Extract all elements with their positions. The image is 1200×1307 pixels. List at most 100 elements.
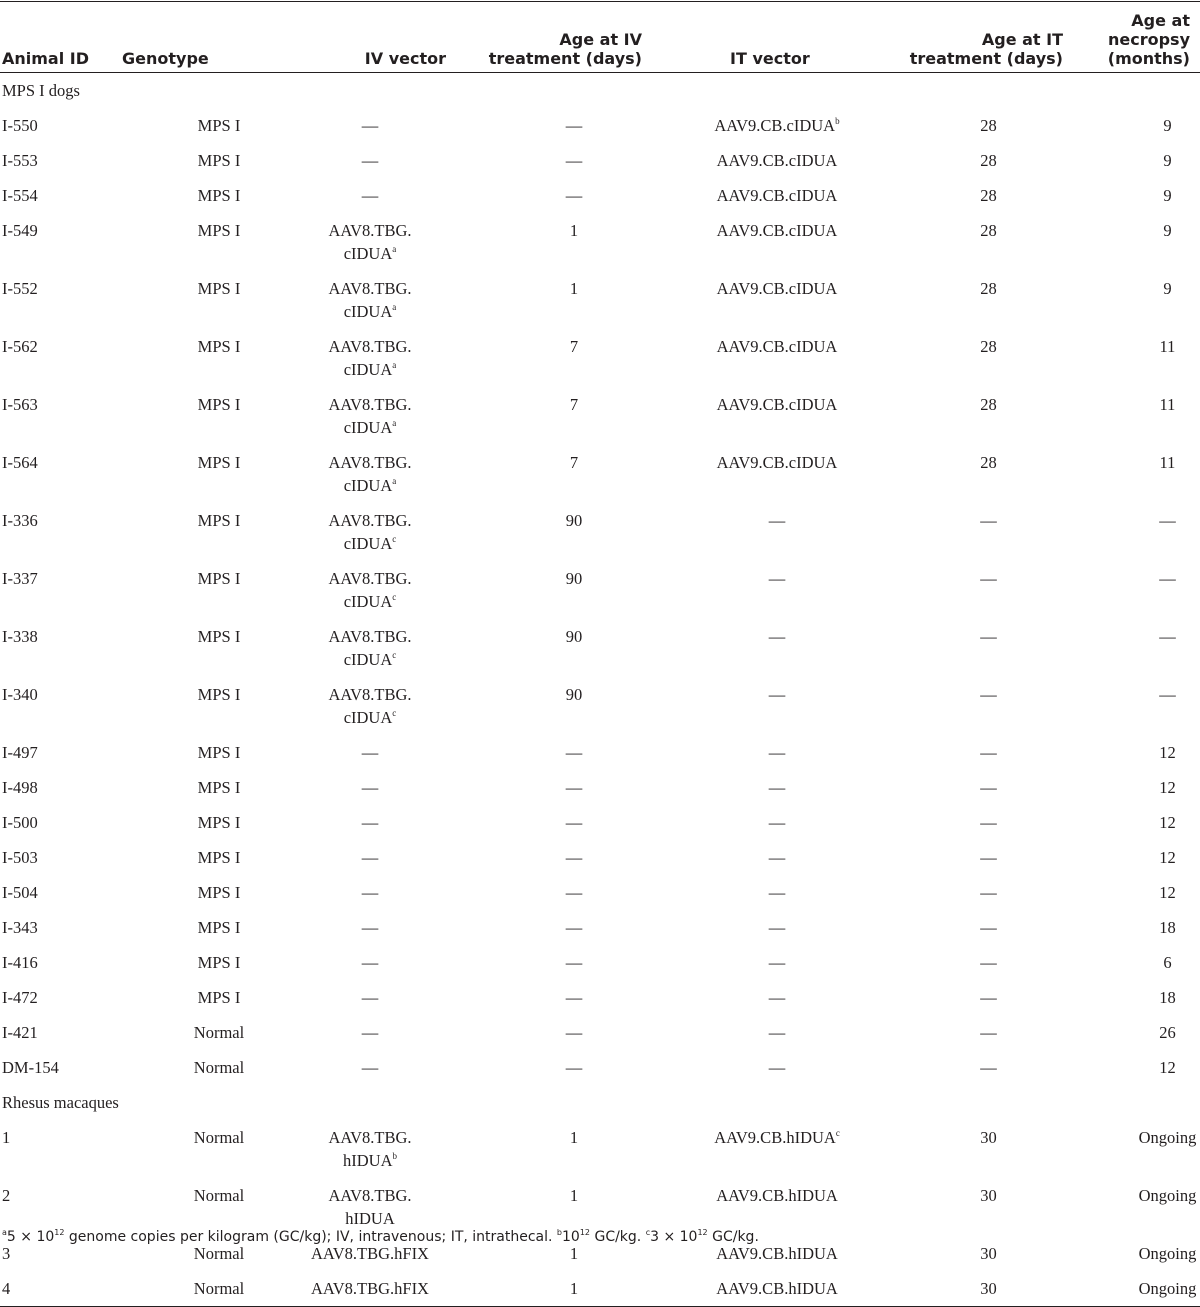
cell-age-at-iv: — — [565, 743, 583, 762]
cell-age-at-iv: — — [565, 918, 583, 937]
cell-animal-id: I-563 — [2, 395, 38, 414]
section-title: Rhesus macaques — [2, 1093, 119, 1112]
cell-genotype: MPS I — [197, 337, 241, 356]
cell-it-vector: AAV9.CB.cIDUA — [716, 151, 838, 170]
table-row: I-550 MPS I — — AAV9.CB.cIDUAb 28 9 — [0, 108, 1200, 143]
cell-animal-id: I-500 — [2, 813, 38, 832]
cell-age-at-iv: — — [565, 186, 583, 205]
cell-animal-id: I-416 — [2, 953, 38, 972]
table-row: I-340 MPS I AAV8.TBG. cIDUAc 90 — — — — [0, 677, 1200, 735]
cell-animal-id: I-553 — [2, 151, 38, 170]
cell-animal-id: I-498 — [2, 778, 38, 797]
cell-age-at-it: 28 — [980, 279, 997, 298]
cell-age-at-necropsy: 11 — [1159, 395, 1176, 414]
table-row: I-336 MPS I AAV8.TBG. cIDUAc 90 — — — — [0, 503, 1200, 561]
cell-genotype: MPS I — [197, 988, 241, 1007]
cell-it-vector: AAV9.CB.cIDUA — [716, 221, 838, 240]
cell-genotype: MPS I — [197, 743, 241, 762]
table-row: I-500 MPS I — — — — 12 — [0, 805, 1200, 840]
table-row: I-504 MPS I — — — — 12 — [0, 875, 1200, 910]
cell-genotype: MPS I — [197, 627, 241, 646]
cell-age-at-it: 28 — [980, 337, 997, 356]
header-row: Animal ID Genotype IV vector Age at IV treat… — [0, 1, 1200, 73]
cell-iv-vector: — — [361, 1058, 379, 1077]
cell-age-at-it: — — [980, 778, 997, 797]
cell-age-at-necropsy: — — [1159, 627, 1176, 646]
cell-age-at-necropsy: 12 — [1159, 883, 1176, 902]
header-age-at-it: Age at IT treatment (days) — [909, 30, 1063, 68]
cell-age-at-it: 30 — [980, 1128, 997, 1147]
table-row: I-498 MPS I — — — — 12 — [0, 770, 1200, 805]
cell-genotype: MPS I — [197, 685, 241, 704]
cell-animal-id: I-343 — [2, 918, 38, 937]
cell-iv-vector: AAV8.TBG. cIDUAa — [328, 221, 412, 263]
cell-animal-id: I-550 — [2, 116, 38, 135]
cell-it-vector: — — [768, 1058, 786, 1077]
cell-age-at-necropsy: Ongoing — [1138, 1279, 1197, 1298]
footnote-c: c3 × 1012 GC/kg. — [645, 1228, 759, 1246]
cell-age-at-necropsy: 12 — [1159, 743, 1176, 762]
cell-genotype: MPS I — [197, 279, 241, 298]
cell-animal-id: I-340 — [2, 685, 38, 704]
cell-age-at-iv: 90 — [565, 685, 583, 704]
cell-age-at-it: 30 — [980, 1186, 997, 1205]
cell-age-at-it: — — [980, 848, 997, 867]
cell-age-at-it: 28 — [980, 151, 997, 170]
header-animal-id: Animal ID — [2, 49, 90, 68]
header-age-at-necropsy: Age at necropsy (months) — [1107, 11, 1190, 68]
cell-age-at-it: — — [980, 813, 997, 832]
cell-it-vector: — — [768, 778, 786, 797]
cell-genotype: MPS I — [197, 813, 241, 832]
table-row: I-564 MPS I AAV8.TBG. cIDUAa 7 AAV9.CB.cIDUA 2… — [0, 445, 1200, 503]
table-row: I-343 MPS I — — — — 18 — [0, 910, 1200, 945]
footnote-marker: a — [392, 244, 397, 254]
cell-age-at-necropsy: 12 — [1159, 813, 1176, 832]
footnote-marker: c — [392, 534, 397, 544]
cell-genotype: MPS I — [197, 395, 241, 414]
cell-animal-id: I-564 — [2, 453, 38, 472]
cell-genotype: MPS I — [197, 883, 241, 902]
cell-age-at-it: 30 — [980, 1279, 997, 1298]
cell-iv-vector: — — [361, 848, 379, 867]
cell-age-at-necropsy: — — [1159, 569, 1176, 588]
section-row: Rhesus macaques — [0, 1085, 1200, 1120]
cell-iv-vector: AAV8.TBG. hIDUA — [328, 1186, 412, 1228]
header-iv-vector: IV vector — [364, 49, 446, 68]
cell-it-vector: — — [768, 1023, 786, 1042]
cell-age-at-iv: 1 — [569, 221, 579, 240]
footnote-a: a5 × 1012 genome copies per kilogram (GC… — [2, 1228, 557, 1246]
cell-age-at-it: — — [980, 627, 997, 646]
table-row: I-549 MPS I AAV8.TBG. cIDUAa 1 AAV9.CB.cIDUA 2… — [0, 213, 1200, 271]
table-row: I-552 MPS I AAV8.TBG. cIDUAa 1 AAV9.CB.cIDUA 2… — [0, 271, 1200, 329]
cell-age-at-iv: 1 — [569, 279, 579, 298]
cell-it-vector: — — [768, 988, 786, 1007]
table-row: DM-154 Normal — — — — 12 — [0, 1050, 1200, 1085]
cell-age-at-it: 28 — [980, 221, 997, 240]
cell-it-vector: — — [768, 743, 786, 762]
cell-animal-id: DM-154 — [2, 1058, 59, 1077]
cell-genotype: Normal — [193, 1023, 245, 1042]
cell-it-vector: — — [768, 511, 786, 530]
cell-it-vector: — — [768, 813, 786, 832]
cell-age-at-necropsy: 12 — [1159, 848, 1176, 867]
table-row: I-421 Normal — — — — 26 — [0, 1015, 1200, 1050]
cell-age-at-it: — — [980, 743, 997, 762]
cell-genotype: MPS I — [197, 151, 241, 170]
cell-age-at-necropsy: 12 — [1159, 1058, 1176, 1077]
cell-iv-vector: AAV8.TBG. hIDUAb — [328, 1128, 412, 1170]
cell-genotype: Normal — [193, 1279, 245, 1298]
cell-age-at-it: 28 — [980, 395, 997, 414]
cell-genotype: MPS I — [197, 453, 241, 472]
cell-iv-vector: AAV8.TBG. cIDUAc — [328, 569, 412, 611]
cell-genotype: Normal — [193, 1186, 245, 1205]
cell-age-at-necropsy: 9 — [1163, 221, 1172, 240]
cell-age-at-it: — — [980, 569, 997, 588]
cell-genotype: MPS I — [197, 569, 241, 588]
cell-age-at-it: — — [980, 883, 997, 902]
cell-iv-vector: — — [361, 151, 379, 170]
footnote-marker: c — [392, 650, 397, 660]
cell-iv-vector: AAV8.TBG. cIDUAa — [328, 453, 412, 495]
table-row: 1 Normal AAV8.TBG. hIDUAb 1 AAV9.CB.hIDUAc 30 O… — [0, 1120, 1200, 1178]
cell-age-at-necropsy: — — [1159, 511, 1176, 530]
